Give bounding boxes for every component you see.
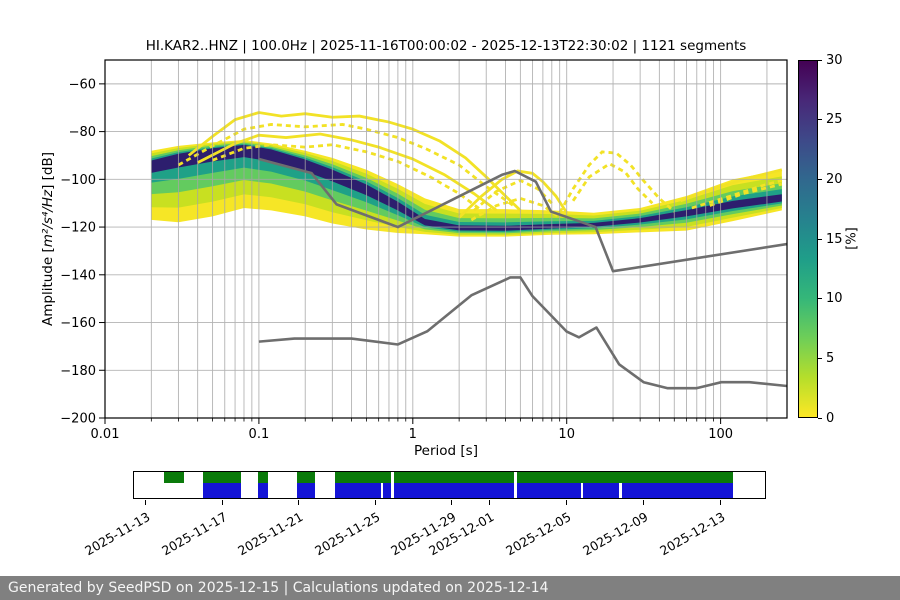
- availability-segment-green: [297, 472, 316, 483]
- y-axis-label-units: m²/s⁴/Hz: [40, 189, 56, 248]
- outlier-arc-4: [458, 169, 568, 219]
- colorbar-tick-label: 25: [826, 112, 843, 128]
- availability-segment-blue: [517, 483, 581, 498]
- footer-bar: Generated by SeedPSD on 2025-12-15 | Cal…: [0, 576, 900, 600]
- availability-tick: [565, 500, 567, 505]
- colorbar-tick-label: 10: [826, 291, 843, 307]
- x-tick-label: 0.1: [249, 427, 270, 442]
- availability-tick: [145, 500, 147, 505]
- noise-model-nhnm: [258, 157, 787, 273]
- availability-segment-green: [163, 472, 184, 483]
- outlier-arc-7: [558, 150, 676, 214]
- availability-segment-green: [517, 472, 733, 483]
- availability-tick: [489, 500, 491, 505]
- colorbar-tick-label: 15: [826, 231, 843, 247]
- availability-segment-blue: [202, 483, 241, 498]
- colorbar-tick: [818, 178, 822, 180]
- availability-segment-blue: [258, 483, 269, 498]
- colorbar-tick: [818, 59, 822, 61]
- availability-segment-blue: [297, 483, 316, 498]
- availability-tick: [221, 500, 223, 505]
- axes-frame: [104, 59, 788, 419]
- y-tick-label: −80: [69, 125, 96, 140]
- availability-segment-green: [258, 472, 269, 483]
- outlier-arc-3: [212, 143, 483, 212]
- outlier-arc-0: [187, 111, 522, 212]
- availability-tick: [298, 500, 300, 505]
- availability-segment-green: [393, 472, 514, 483]
- x-axis-label: Period [s]: [414, 443, 478, 459]
- availability-tick: [374, 500, 376, 505]
- plot-title: HI.KAR2..HNZ | 100.0Hz | 2025-11-16T00:0…: [145, 38, 747, 54]
- availability-tick: [451, 500, 453, 505]
- colorbar-tick: [818, 238, 822, 240]
- availability-tick: [719, 500, 721, 505]
- x-tick-label: 0.01: [91, 427, 120, 442]
- outlier-arc-10: [691, 179, 783, 210]
- x-tick-label: 1: [409, 427, 417, 442]
- grid: [105, 60, 787, 418]
- availability-segment-green: [202, 472, 241, 483]
- axis-ticks: 0.01 0.1 1 10 100 −60 −80 −100 −120 −140 −160 −180 −…: [60, 77, 768, 442]
- availability-tick: [643, 500, 645, 505]
- footer-text: Generated by SeedPSD on 2025-12-15 | Cal…: [8, 580, 549, 596]
- noise-models: [258, 157, 787, 390]
- y-tick-label: −180: [60, 364, 96, 379]
- y-tick-label: −200: [60, 412, 96, 427]
- availability-segment-blue: [622, 483, 733, 498]
- y-tick-label: −60: [69, 77, 96, 92]
- x-tick-label: 10: [558, 427, 575, 442]
- colorbar-tick-label: 5: [826, 350, 835, 366]
- colorbar-tick-label: 30: [826, 52, 843, 68]
- y-tick-label: −100: [60, 173, 96, 188]
- availability-segment-blue: [383, 483, 392, 498]
- y-axis-label-prefix: Amplitude [: [40, 247, 56, 327]
- outlier-arc-6: [470, 196, 561, 222]
- availability-segment-blue: [583, 483, 620, 498]
- availability-segment-blue: [393, 483, 514, 498]
- x-tick-label: 100: [708, 427, 733, 442]
- colorbar-tick: [818, 417, 822, 419]
- colorbar-tick-label: 0: [826, 410, 835, 426]
- psd-plot-canvas: 0.01 0.1 1 10 100 −60 −80 −100 −120 −140 −160 −180 −…: [60, 59, 788, 442]
- y-tick-label: −160: [60, 316, 96, 331]
- colorbar-tick-label: 20: [826, 171, 843, 187]
- y-axis-label: Amplitude [m²/s⁴/Hz] [dB]: [40, 109, 56, 369]
- colorbar-gradient: [798, 60, 818, 418]
- colorbar-tick: [818, 298, 822, 300]
- psd-band-4: [151, 144, 782, 231]
- y-axis-label-suffix: ] [dB]: [40, 151, 56, 190]
- colorbar-tick: [818, 119, 822, 121]
- psd-histogram: [151, 111, 783, 237]
- availability-bar: [133, 471, 766, 499]
- y-tick-label: −120: [60, 221, 96, 236]
- availability-segment-blue: [335, 483, 382, 498]
- y-tick-label: −140: [60, 268, 96, 283]
- availability-segment-green: [335, 472, 392, 483]
- colorbar-tick: [818, 357, 822, 359]
- noise-model-nlnm: [258, 276, 787, 390]
